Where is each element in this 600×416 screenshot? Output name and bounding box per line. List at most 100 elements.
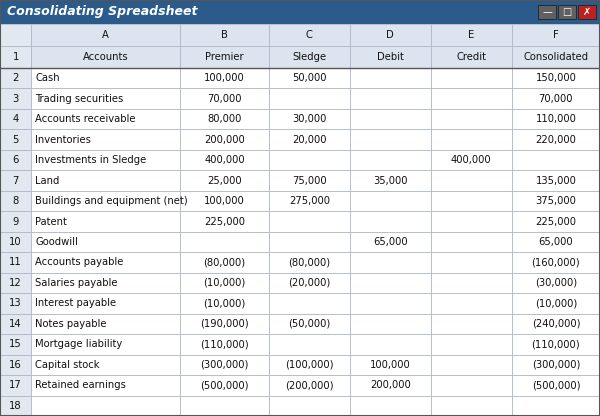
Bar [180, 46, 269, 68]
Bar [350, 191, 431, 211]
Bar [512, 211, 600, 232]
Text: 3: 3 [13, 94, 19, 104]
Bar [350, 334, 431, 354]
Text: (500,000): (500,000) [200, 380, 248, 390]
Text: Accounts: Accounts [83, 52, 128, 62]
Bar [0, 68, 31, 89]
Bar [269, 24, 350, 46]
Text: Notes payable: Notes payable [35, 319, 107, 329]
Text: 35,000: 35,000 [373, 176, 407, 186]
Text: Goodwill: Goodwill [35, 237, 78, 247]
Text: (10,000): (10,000) [203, 278, 245, 288]
Bar [431, 150, 512, 171]
Bar [180, 129, 269, 150]
Bar [0, 232, 31, 252]
Bar [0, 0, 600, 24]
Bar [431, 232, 512, 252]
Text: Accounts payable: Accounts payable [35, 258, 124, 267]
Bar [512, 129, 600, 150]
Text: Credit: Credit [457, 52, 487, 62]
Bar [431, 293, 512, 314]
Bar [31, 89, 180, 109]
Bar [0, 252, 31, 273]
Bar [512, 68, 600, 89]
Text: 30,000: 30,000 [292, 114, 326, 124]
Bar [269, 314, 350, 334]
Text: 100,000: 100,000 [204, 73, 245, 83]
Bar [512, 396, 600, 416]
Bar [31, 375, 180, 396]
Text: 400,000: 400,000 [451, 155, 491, 165]
Text: (300,000): (300,000) [532, 360, 580, 370]
Text: (20,000): (20,000) [288, 278, 331, 288]
Bar [269, 46, 350, 68]
Bar [512, 354, 600, 375]
Text: —: — [542, 7, 552, 17]
Bar [512, 232, 600, 252]
Text: 15: 15 [9, 339, 22, 349]
Bar [180, 68, 269, 89]
Text: 10: 10 [9, 237, 22, 247]
Bar [431, 396, 512, 416]
Bar [269, 252, 350, 273]
Text: □: □ [562, 7, 572, 17]
Text: (110,000): (110,000) [532, 339, 580, 349]
Bar [0, 334, 31, 354]
Bar [31, 354, 180, 375]
Bar [0, 129, 31, 150]
Bar [512, 293, 600, 314]
Bar [431, 89, 512, 109]
Bar [512, 252, 600, 273]
Bar [431, 46, 512, 68]
Text: 11: 11 [9, 258, 22, 267]
Bar [350, 314, 431, 334]
Bar [31, 171, 180, 191]
Bar [558, 5, 576, 19]
Bar [269, 293, 350, 314]
Text: 16: 16 [9, 360, 22, 370]
Text: (200,000): (200,000) [285, 380, 334, 390]
Text: Capital stock: Capital stock [35, 360, 100, 370]
Bar [0, 24, 31, 46]
Bar [0, 191, 31, 211]
Bar [269, 191, 350, 211]
Text: 7: 7 [13, 176, 19, 186]
Text: 80,000: 80,000 [207, 114, 242, 124]
Bar [431, 375, 512, 396]
Text: A: A [102, 30, 109, 40]
Bar [180, 211, 269, 232]
Text: Salaries payable: Salaries payable [35, 278, 118, 288]
Bar [180, 171, 269, 191]
Text: Cash: Cash [35, 73, 60, 83]
Bar [0, 396, 31, 416]
Text: Buildings and equipment (net): Buildings and equipment (net) [35, 196, 188, 206]
Text: 225,000: 225,000 [535, 217, 577, 227]
Bar [578, 5, 596, 19]
Bar [350, 89, 431, 109]
Text: 65,000: 65,000 [373, 237, 407, 247]
Text: (30,000): (30,000) [535, 278, 577, 288]
Text: Accounts receivable: Accounts receivable [35, 114, 136, 124]
Text: Debit: Debit [377, 52, 404, 62]
Text: E: E [468, 30, 475, 40]
Bar [350, 46, 431, 68]
Bar [180, 273, 269, 293]
Bar [31, 314, 180, 334]
Bar [0, 273, 31, 293]
Text: (50,000): (50,000) [288, 319, 331, 329]
Bar [180, 89, 269, 109]
Bar [180, 314, 269, 334]
Text: B: B [221, 30, 228, 40]
Bar [350, 109, 431, 129]
Text: 225,000: 225,000 [204, 217, 245, 227]
Bar [431, 314, 512, 334]
Text: Patent: Patent [35, 217, 67, 227]
Bar [512, 89, 600, 109]
Text: 20,000: 20,000 [292, 135, 326, 145]
Text: C: C [306, 30, 313, 40]
Text: (500,000): (500,000) [532, 380, 580, 390]
Bar [350, 150, 431, 171]
Bar [180, 232, 269, 252]
Bar [31, 24, 180, 46]
Bar [431, 171, 512, 191]
